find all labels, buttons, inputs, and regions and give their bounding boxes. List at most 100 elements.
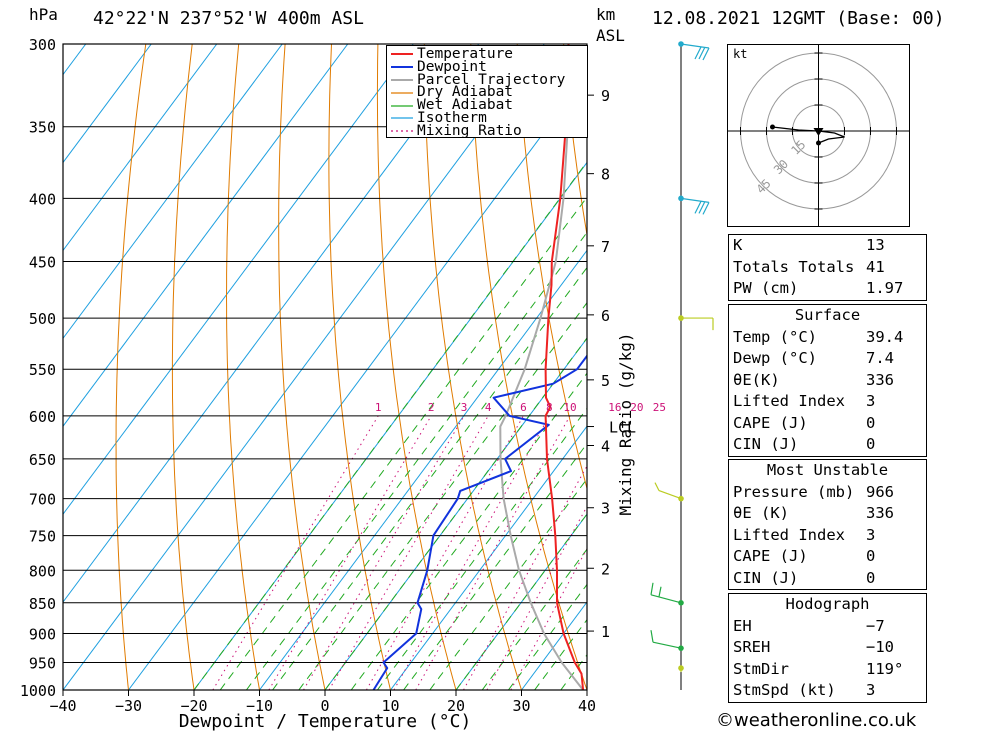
isotherm-line	[63, 44, 218, 252]
pressure-tick-label: 300	[29, 36, 56, 54]
km-tick-label: 4	[601, 437, 610, 455]
wind-barb	[680, 43, 710, 61]
mixing-ratio-label: 2	[428, 401, 435, 414]
hodograph-params-table: Hodograph EH −7 SREH −10 StmDir 119° StmSpd…	[728, 593, 927, 703]
k-index-row: K 13	[729, 235, 926, 257]
wind-barb	[654, 482, 682, 500]
surface-cape-value: 0	[866, 413, 876, 432]
storm-motion-marker	[813, 128, 824, 136]
surface-li-value: 3	[866, 392, 876, 410]
mu-theta-e-label: θE (K)	[733, 504, 789, 522]
copyright-footer[interactable]: ©weatheronline.co.uk	[716, 710, 917, 731]
surface-dewp-value: 7.4	[866, 349, 894, 367]
surface-cape-label: CAPE (J)	[733, 413, 808, 432]
wind-barb	[650, 630, 682, 649]
wind-barb-dot	[678, 495, 684, 502]
pw-row: PW (cm) 1.97	[729, 278, 926, 300]
x-tick-label: −10	[246, 697, 273, 715]
isotherm-line	[63, 44, 152, 164]
hodograph-trace	[772, 126, 845, 144]
isotherm-line	[0, 44, 20, 690]
k-index-label: K	[733, 236, 743, 254]
legend-swatch	[391, 78, 413, 81]
stmspd-label: StmSpd (kt)	[733, 681, 836, 699]
pressure-tick-label: 550	[29, 361, 56, 379]
sreh-row: SREH −10	[729, 637, 926, 659]
mixing-ratio-label: 8	[546, 401, 553, 414]
indices-table: K 13 Totals Totals 41 PW (cm) 1.97	[728, 234, 927, 301]
mixing-ratio-line	[510, 547, 587, 690]
surface-cape-row: CAPE (J) 0	[729, 413, 926, 435]
x-tick-label: 0	[320, 697, 329, 715]
dry-adiabat-line	[935, 44, 1000, 690]
pw-label: PW (cm)	[733, 279, 799, 297]
k-index-value: 13	[866, 236, 885, 254]
legend-item: Dry Adiabat	[387, 84, 587, 101]
mixing-ratio-line	[268, 415, 432, 690]
eh-row: EH −7	[729, 616, 926, 638]
mixing-ratio-line	[393, 415, 550, 690]
legend-label: Dry Adiabat	[417, 84, 514, 101]
surface-li-label: Lifted Index	[733, 392, 845, 410]
surface-theta-e-value: 336	[866, 370, 894, 389]
legend-swatch	[391, 117, 413, 120]
isotherm-line	[63, 44, 283, 340]
datetime-title: 12.08.2021 12GMT (Base: 00)	[652, 8, 945, 29]
surface-theta-e-row: θE(K) 336	[729, 370, 926, 392]
isotherm-line	[63, 44, 414, 515]
mixing-ratio-label: 6	[520, 401, 527, 414]
km-tick-label: 6	[601, 307, 610, 325]
isotherm-line	[128, 73, 587, 690]
eh-label: EH	[733, 616, 752, 635]
hodograph-start-point	[770, 124, 775, 130]
dry-adiabat-line	[423, 44, 522, 690]
mu-li-value: 3	[866, 525, 876, 544]
isotherm-line	[63, 44, 545, 690]
parcel-trajectory-line	[499, 44, 584, 690]
sreh-value: −10	[866, 638, 894, 656]
stmdir-value: 119°	[866, 659, 904, 678]
legend-swatch	[391, 53, 413, 56]
isotherm-line	[193, 161, 587, 690]
pressure-unit-label: hPa	[29, 5, 58, 24]
totals-totals-row: Totals Totals 41	[729, 257, 926, 279]
mixing-ratio-line	[328, 415, 489, 690]
stmspd-row: StmSpd (kt) 3	[729, 680, 926, 702]
dry-adiabat-line	[115, 44, 147, 690]
dry-adiabat-line	[470, 44, 587, 690]
hodograph-unit: kt	[733, 47, 747, 61]
height-unit-asl: ASL	[596, 26, 625, 45]
mixing-ratio-axis-label: Mixing Ratio (g/kg)	[616, 332, 635, 515]
eh-value: −7	[866, 616, 885, 635]
surface-cin-row: CIN (J) 0	[729, 434, 926, 456]
mixing-ratio-label: 25	[653, 401, 666, 414]
x-tick-label: 20	[447, 697, 465, 715]
mixing-ratio-label: 3	[461, 401, 468, 414]
legend-item: Wet Adiabat	[387, 98, 587, 112]
pressure-tick-label: 900	[29, 625, 56, 643]
x-tick-label: −20	[180, 697, 207, 715]
mixing-ratio-label: 4	[485, 401, 492, 414]
surface-dewp-row: Dewp (°C) 7.4	[729, 348, 926, 370]
pressure-tick-label: 750	[29, 528, 56, 546]
legend-swatch	[391, 130, 413, 132]
pressure-tick-label: 700	[29, 491, 56, 509]
km-tick-label: 5	[601, 372, 610, 390]
mu-cape-value: 0	[866, 547, 876, 565]
totals-totals-label: Totals Totals	[733, 257, 855, 276]
mixing-ratio-line	[303, 415, 465, 690]
surface-temp-row: Temp (°C) 39.4	[729, 327, 926, 349]
hodograph-params-title: Hodograph	[785, 595, 870, 613]
plot-frame	[62, 43, 588, 691]
x-tick-label: 10	[381, 697, 399, 715]
pressure-tick-label: 850	[29, 595, 56, 613]
isotherm-line	[324, 337, 587, 690]
mixing-ratio-label: 1	[375, 401, 382, 414]
dry-adiabat-line	[563, 44, 587, 238]
lcl-label: LCL	[609, 419, 636, 437]
km-tick-label: 9	[601, 87, 610, 105]
dry-adiabat-line	[376, 44, 457, 690]
mixing-ratio-line	[463, 464, 587, 690]
surface-temp-value: 39.4	[866, 327, 904, 346]
